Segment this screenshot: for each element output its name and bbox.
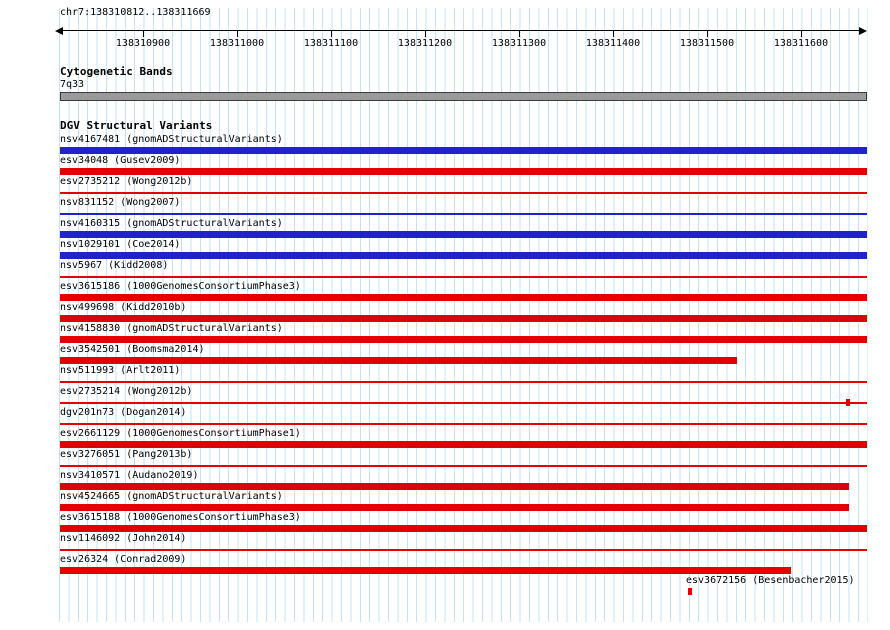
variant-track-row: nsv3410571 (Audano2019) [60, 470, 872, 491]
variant-track-row: esv2735212 (Wong2012b) [60, 176, 872, 197]
tick-label: 138311200 [397, 38, 453, 49]
tick-mark [613, 30, 614, 37]
variant-label[interactable]: nsv4160315 (gnomADStructuralVariants) [60, 218, 283, 229]
variant-label[interactable]: esv3615186 (1000GenomesConsortiumPhase3) [60, 281, 301, 292]
variant-marker[interactable] [846, 399, 850, 406]
dgv-structural-variants-title: DGV Structural Variants [60, 119, 213, 132]
cytoband-bar[interactable] [60, 92, 867, 101]
variant-bar[interactable] [60, 252, 867, 259]
pan-left-arrow-icon[interactable] [55, 27, 63, 35]
variant-label[interactable]: esv3542501 (Boomsma2014) [60, 344, 205, 355]
cytogenetic-bands-title: Cytogenetic Bands [60, 65, 173, 78]
variant-bar[interactable] [60, 147, 867, 154]
variant-track-row: nsv1146092 (John2014) [60, 533, 872, 554]
variant-label[interactable]: nsv5967 (Kidd2008) [60, 260, 169, 271]
tick-label: 138311300 [491, 38, 547, 49]
variant-bar[interactable] [60, 402, 867, 404]
tick-mark [331, 30, 332, 37]
variant-bar[interactable] [60, 381, 867, 383]
variant-label[interactable]: nsv1029101 (Coe2014) [60, 239, 181, 250]
variant-label[interactable]: esv34048 (Gusev2009) [60, 155, 181, 166]
pan-right-arrow-icon[interactable] [859, 27, 867, 35]
variant-bar[interactable] [60, 357, 737, 364]
variant-bar[interactable] [60, 525, 867, 532]
variant-track-row: esv26324 (Conrad2009) [60, 554, 872, 575]
variant-label[interactable]: nsv831152 (Wong2007) [60, 197, 181, 208]
variant-marker[interactable] [688, 588, 692, 595]
variant-label[interactable]: nsv3410571 (Audano2019) [60, 470, 199, 481]
variant-bar[interactable] [60, 294, 867, 301]
tick-label: 138311100 [303, 38, 359, 49]
variant-track-row: esv3276051 (Pang2013b) [60, 449, 872, 470]
ruler-line [63, 30, 859, 31]
variant-label[interactable]: nsv1146092 (John2014) [60, 533, 187, 544]
variant-track-row: esv3542501 (Boomsma2014) [60, 344, 872, 365]
tick-label: 138311600 [773, 38, 829, 49]
variant-track-row: dgv201n73 (Dogan2014) [60, 407, 872, 428]
tick-mark [143, 30, 144, 37]
variant-bar[interactable] [60, 465, 867, 467]
tick-label: 138310900 [115, 38, 171, 49]
variant-label[interactable]: nsv511993 (Arlt2011) [60, 365, 181, 376]
variant-label[interactable]: esv3615188 (1000GenomesConsortiumPhase3) [60, 512, 301, 523]
variant-bar[interactable] [60, 276, 867, 278]
variant-bar[interactable] [60, 441, 867, 448]
variant-track-row: nsv4160315 (gnomADStructuralVariants) [60, 218, 872, 239]
variant-bar[interactable] [60, 192, 867, 194]
variant-track-row: esv3615186 (1000GenomesConsortiumPhase3) [60, 281, 872, 302]
variant-track-row: nsv4524665 (gnomADStructuralVariants) [60, 491, 872, 512]
variant-track-row: nsv1029101 (Coe2014) [60, 239, 872, 260]
tick-mark [801, 30, 802, 37]
variant-bar[interactable] [60, 231, 867, 238]
variant-label[interactable]: dgv201n73 (Dogan2014) [60, 407, 187, 418]
variant-track-row: esv2735214 (Wong2012b) [60, 386, 872, 407]
tick-mark [237, 30, 238, 37]
variant-track-row: nsv5967 (Kidd2008) [60, 260, 872, 281]
variant-bar[interactable] [60, 549, 867, 551]
variant-label[interactable]: esv3276051 (Pang2013b) [60, 449, 193, 460]
variant-track-row: esv3615188 (1000GenomesConsortiumPhase3) [60, 512, 872, 533]
variant-track-row: esv2661129 (1000GenomesConsortiumPhase1) [60, 428, 872, 449]
variant-label[interactable]: nsv4158830 (gnomADStructuralVariants) [60, 323, 283, 334]
tick-mark [425, 30, 426, 37]
tick-label: 138311000 [209, 38, 265, 49]
tick-label: 138311400 [585, 38, 641, 49]
variant-bar[interactable] [60, 423, 867, 425]
variant-track-row: esv3672156 (Besenbacher2015) [60, 575, 872, 596]
variant-track-row: nsv4158830 (gnomADStructuralVariants) [60, 323, 872, 344]
variant-bar[interactable] [60, 213, 867, 215]
variant-label[interactable]: esv2661129 (1000GenomesConsortiumPhase1) [60, 428, 301, 439]
region-label: chr7:138310812..138311669 [60, 7, 211, 18]
tick-mark [519, 30, 520, 37]
cytoband-label: 7q33 [60, 79, 85, 90]
tick-mark [707, 30, 708, 37]
variant-track-row: esv34048 (Gusev2009) [60, 155, 872, 176]
variant-bar[interactable] [60, 483, 849, 490]
variant-label[interactable]: esv3672156 (Besenbacher2015) [686, 575, 855, 586]
variant-bar[interactable] [60, 567, 791, 574]
variant-label[interactable]: nsv4524665 (gnomADStructuralVariants) [60, 491, 283, 502]
variant-bar[interactable] [60, 168, 867, 175]
variant-label[interactable]: esv26324 (Conrad2009) [60, 554, 187, 565]
variant-track-row: nsv4167481 (gnomADStructuralVariants) [60, 134, 872, 155]
variant-label[interactable]: esv2735212 (Wong2012b) [60, 176, 193, 187]
variant-label[interactable]: esv2735214 (Wong2012b) [60, 386, 193, 397]
variant-track-row: nsv499698 (Kidd2010b) [60, 302, 872, 323]
variant-label[interactable]: nsv4167481 (gnomADStructuralVariants) [60, 134, 283, 145]
tick-label: 138311500 [679, 38, 735, 49]
variant-bar[interactable] [60, 336, 867, 343]
variant-track-row: nsv511993 (Arlt2011) [60, 365, 872, 386]
variant-label[interactable]: nsv499698 (Kidd2010b) [60, 302, 187, 313]
variant-track-row: nsv831152 (Wong2007) [60, 197, 872, 218]
variant-bar[interactable] [60, 315, 867, 322]
variant-bar[interactable] [60, 504, 849, 511]
